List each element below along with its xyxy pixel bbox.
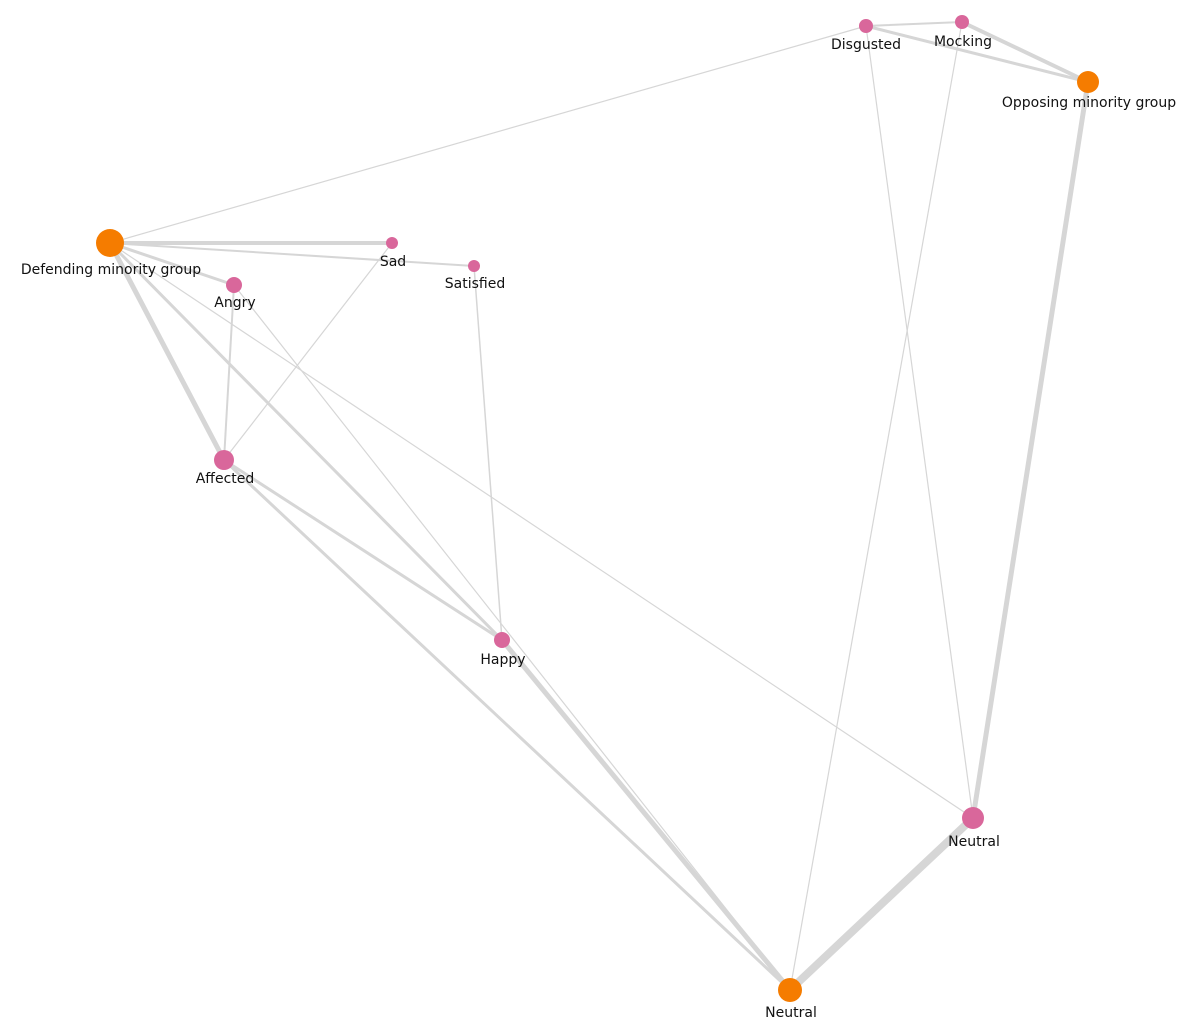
node-label: Neutral — [948, 834, 1000, 850]
edge — [109, 242, 475, 267]
node — [955, 15, 969, 29]
node-label: Happy — [480, 652, 525, 668]
edge — [789, 21, 963, 991]
node-label: Satisfied — [445, 276, 505, 292]
node-label: Sad — [380, 254, 406, 270]
node-label: Defending minority group — [21, 262, 201, 278]
edge — [222, 458, 504, 642]
node — [468, 260, 480, 272]
node-label: Neutral — [765, 1005, 817, 1021]
edge — [865, 21, 963, 27]
edge — [786, 814, 977, 994]
node-label: Opposing minority group — [1002, 95, 1176, 111]
edge — [109, 25, 867, 244]
node — [962, 807, 984, 829]
edge — [233, 284, 791, 991]
node — [214, 450, 234, 470]
edge — [108, 241, 236, 287]
node — [778, 978, 802, 1002]
node — [96, 229, 124, 257]
edge — [499, 637, 793, 993]
node — [859, 19, 873, 33]
edge — [222, 458, 792, 992]
nodes: Defending minority group Sad Satisfied Angr… — [21, 15, 1176, 1021]
node-label: Disgusted — [831, 37, 901, 53]
edge — [970, 79, 1091, 821]
edge — [223, 284, 235, 461]
edge — [109, 242, 974, 819]
edge — [864, 24, 1090, 84]
node — [386, 237, 398, 249]
node — [494, 632, 510, 648]
edge — [473, 265, 503, 641]
node-label: Angry — [214, 295, 255, 311]
edge — [223, 242, 393, 461]
node — [1077, 71, 1099, 93]
node-label: Affected — [196, 471, 255, 487]
edge — [107, 240, 227, 463]
edge — [108, 241, 504, 642]
edges — [107, 20, 1091, 994]
node — [226, 277, 242, 293]
node-label: Mocking — [934, 34, 992, 50]
edge — [960, 20, 1090, 84]
edge — [865, 25, 974, 819]
